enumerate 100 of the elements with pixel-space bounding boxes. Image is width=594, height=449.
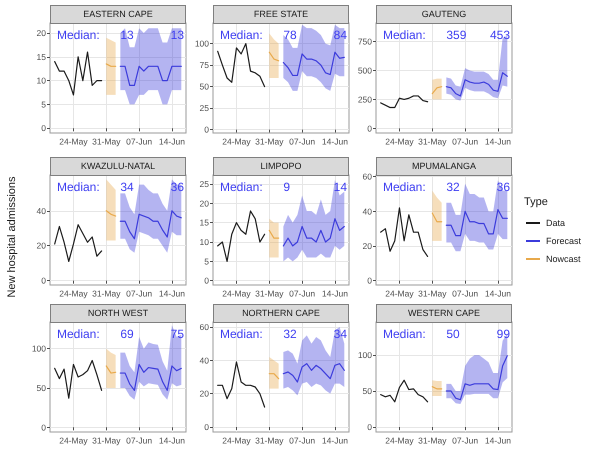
line-series	[54, 224, 102, 262]
x-tick-label: 07-Jun	[452, 288, 478, 298]
y-tick-label: 750	[358, 36, 372, 47]
x-tick-label: 07-Jun	[452, 436, 478, 446]
y-tick-label: 100	[194, 38, 210, 49]
y-tick-label: 250	[358, 94, 372, 104]
x-tick-label: 07-Jun	[126, 436, 152, 446]
y-tick-label: 50	[36, 383, 46, 393]
annotation: Median:	[383, 28, 426, 42]
line-series	[54, 360, 102, 399]
x-tick-label: 24-May	[59, 136, 88, 146]
line-series	[217, 361, 266, 408]
chart-title: KWAZULU-NATAL	[50, 157, 186, 176]
y-tick-label: 15	[200, 218, 210, 228]
annotation: 13	[170, 28, 184, 42]
line-series	[217, 210, 266, 262]
x-tick-label: 14-Jun	[484, 436, 512, 446]
annotation: 13	[120, 28, 134, 42]
y-tick-label: 10	[36, 76, 46, 86]
chart-title: NORTHERN CAPE	[213, 304, 349, 323]
annotation: 99	[496, 327, 510, 341]
chart-title: WESTERN CAPE	[376, 304, 512, 323]
annotation: Median:	[220, 180, 263, 194]
x-tick-label: 14-Jun	[158, 136, 186, 146]
annotation: 32	[283, 327, 298, 341]
x-tick-label: 24-May	[222, 136, 252, 146]
annotation: 32	[446, 180, 460, 194]
line-series	[217, 43, 266, 88]
line-series	[282, 52, 345, 76]
annotation: Median:	[57, 327, 100, 341]
x-tick-label: 24-May	[59, 436, 88, 446]
annotation: Median:	[220, 327, 263, 341]
y-tick-label: 0	[41, 422, 46, 432]
x-tick-label: 24-May	[222, 436, 252, 446]
line-series	[380, 207, 428, 258]
x-tick-label: 24-May	[385, 436, 414, 446]
y-tick-label: 20	[200, 388, 210, 399]
x-tick-label: 31-May	[92, 436, 122, 446]
legend-label: Nowcast	[546, 254, 581, 264]
x-tick-label: 14-Jun	[484, 136, 512, 146]
x-tick-label: 14-Jun	[158, 288, 186, 298]
chart-title: FREE STATE	[213, 5, 349, 24]
x-tick-label: 14-Jun	[484, 288, 512, 298]
x-tick-label: 24-May	[59, 288, 88, 298]
annotation: 9	[283, 180, 290, 194]
x-tick-label: 31-May	[418, 288, 448, 298]
legend-label: Data	[546, 218, 566, 228]
x-tick-label: 31-May	[418, 436, 448, 446]
chart-title: LIMPOPO	[213, 157, 349, 176]
x-tick-label: 31-May	[92, 288, 122, 298]
annotation: 359	[446, 28, 467, 42]
x-tick-label: 24-May	[222, 288, 252, 298]
y-tick-label: 75	[200, 60, 210, 70]
x-tick-label: 31-May	[418, 136, 448, 146]
y-tick-label: 15	[36, 52, 46, 62]
y-tick-label: 0	[204, 276, 210, 286]
chart-title: NORTH WEST	[50, 304, 186, 323]
x-tick-label: 14-Jun	[158, 436, 186, 446]
line-series	[120, 210, 182, 240]
x-tick-label: 14-Jun	[322, 436, 348, 446]
annotation: Median:	[220, 28, 263, 42]
line-series	[380, 380, 428, 402]
x-tick-label: 31-May	[255, 436, 284, 446]
y-tick-label: 20	[36, 240, 46, 251]
annotation: 453	[490, 28, 510, 42]
y-tick-label: 20	[362, 241, 372, 252]
y-axis-title: New hospital admissions	[6, 176, 18, 298]
chart-title: EASTERN CAPE	[50, 5, 186, 24]
legend-label: Forecast	[546, 236, 582, 246]
annotation: 34	[120, 180, 134, 194]
x-tick-label: 14-Jun	[322, 288, 348, 298]
y-tick-label: 50	[200, 82, 210, 92]
y-tick-label: 0	[204, 124, 210, 135]
x-tick-label: 07-Jun	[452, 136, 478, 146]
annotation: 75	[170, 327, 184, 341]
annotation: 36	[496, 180, 510, 194]
y-tick-label: 500	[358, 65, 372, 76]
y-tick-label: 25	[200, 103, 210, 114]
y-tick-label: 40	[362, 206, 372, 216]
annotation: 14	[334, 180, 348, 194]
x-tick-label: 31-May	[255, 288, 284, 298]
y-tick-label: 5	[41, 99, 46, 110]
y-tick-label: 100	[32, 344, 46, 354]
line-series	[380, 95, 428, 108]
y-tick-label: 0	[41, 276, 46, 286]
annotation: Median:	[57, 180, 100, 194]
y-tick-label: 40	[36, 206, 46, 216]
x-tick-label: 07-Jun	[126, 136, 152, 146]
line-series	[282, 363, 345, 383]
y-tick-label: 100	[358, 350, 372, 360]
line-series	[446, 72, 508, 97]
y-tick-label: 50	[362, 386, 372, 396]
x-tick-label: 31-May	[255, 136, 284, 146]
y-tick-label: 10	[200, 237, 210, 248]
y-tick-label: 0	[367, 276, 372, 286]
y-tick-label: 20	[36, 28, 46, 38]
y-tick-label: 25	[200, 178, 210, 189]
x-tick-label: 07-Jun	[289, 288, 316, 298]
x-tick-label: 24-May	[385, 136, 414, 146]
y-tick-label: 20	[200, 198, 210, 208]
